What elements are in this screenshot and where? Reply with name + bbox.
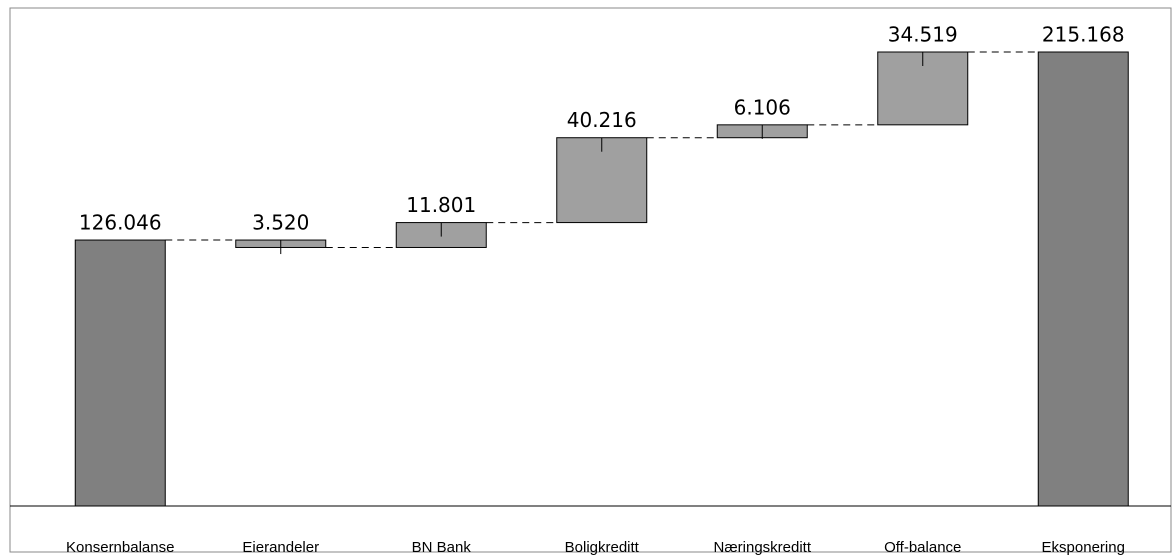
- x-tick-label: BN Bank: [412, 539, 472, 556]
- value-label: 215.168: [1042, 23, 1125, 47]
- x-tick-label: Boligkreditt: [565, 539, 640, 556]
- x-tick-label: Eksponering: [1042, 539, 1125, 556]
- value-label: 126.046: [79, 211, 162, 235]
- x-tick-label: Konsernbalanse: [66, 539, 174, 556]
- value-label: 3.520: [252, 211, 309, 235]
- x-tick-label: Eierandeler: [242, 539, 319, 556]
- chart-frame: [9, 7, 1172, 553]
- value-label: 40.216: [567, 108, 637, 132]
- bar: [74, 239, 166, 507]
- bar: [556, 137, 648, 224]
- x-tick-label: Næringskreditt: [713, 539, 811, 556]
- value-label: 34.519: [888, 23, 958, 47]
- value-label: 11.801: [406, 193, 476, 217]
- x-tick-label: Off-balance: [884, 539, 961, 556]
- bar: [1037, 51, 1129, 507]
- value-label: 6.106: [734, 95, 791, 119]
